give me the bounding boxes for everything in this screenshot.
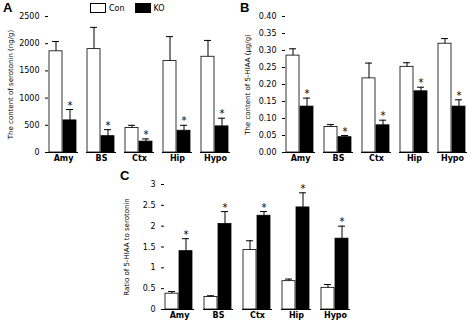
svg-text:0.5: 0.5 xyxy=(143,284,156,293)
svg-text:BS: BS xyxy=(213,311,225,320)
svg-text:*: * xyxy=(68,100,73,111)
svg-text:0.40: 0.40 xyxy=(259,12,277,21)
svg-text:Amy: Amy xyxy=(170,311,191,320)
svg-text:0.10: 0.10 xyxy=(259,114,277,123)
svg-text:*: * xyxy=(184,229,189,240)
svg-text:1: 1 xyxy=(150,263,155,272)
svg-text:Hypo: Hypo xyxy=(204,154,228,163)
svg-text:Amy: Amy xyxy=(291,154,312,163)
svg-text:2.5: 2.5 xyxy=(143,201,156,210)
svg-text:0: 0 xyxy=(34,148,39,157)
svg-text:Hypo: Hypo xyxy=(441,154,465,163)
svg-text:0.20: 0.20 xyxy=(259,80,277,89)
svg-text:1.5: 1.5 xyxy=(143,243,156,252)
svg-text:Ratio of 5-HIAA to serotonin: Ratio of 5-HIAA to serotonin xyxy=(123,198,131,296)
svg-text:2500: 2500 xyxy=(19,12,39,21)
svg-text:Ctx: Ctx xyxy=(250,311,266,320)
svg-text:*: * xyxy=(457,90,462,101)
svg-text:3: 3 xyxy=(150,180,155,189)
svg-text:500: 500 xyxy=(24,121,39,130)
svg-text:BS: BS xyxy=(96,154,108,163)
svg-text:0.00: 0.00 xyxy=(259,148,277,157)
svg-text:Hip: Hip xyxy=(289,311,304,320)
svg-text:*: * xyxy=(220,108,225,119)
svg-text:0.05: 0.05 xyxy=(259,131,277,140)
svg-text:2000: 2000 xyxy=(19,39,39,48)
svg-text:1500: 1500 xyxy=(19,66,39,75)
svg-text:*: * xyxy=(381,110,386,121)
svg-text:*: * xyxy=(262,202,267,213)
html-text:Con: Con xyxy=(109,3,125,13)
html-text:C: C xyxy=(120,168,130,183)
svg-text:0: 0 xyxy=(150,305,155,314)
svg-text:*: * xyxy=(106,120,111,131)
svg-text:Hip: Hip xyxy=(407,154,422,163)
svg-text:0.25: 0.25 xyxy=(259,63,277,72)
svg-text:2: 2 xyxy=(150,222,155,231)
svg-text:BS: BS xyxy=(333,154,345,163)
html-text:KO: KO xyxy=(153,3,165,13)
svg-text:The content of 5-HIAA (μg/g): The content of 5-HIAA (μg/g) xyxy=(244,34,252,136)
svg-text:1000: 1000 xyxy=(19,94,39,103)
svg-text:0.35: 0.35 xyxy=(259,29,277,38)
svg-text:0.15: 0.15 xyxy=(259,97,277,106)
svg-text:Hip: Hip xyxy=(170,154,185,163)
svg-text:Ctx: Ctx xyxy=(132,154,148,163)
svg-text:*: * xyxy=(301,183,306,194)
html-text:A: A xyxy=(3,0,13,15)
svg-text:*: * xyxy=(343,126,348,137)
html-text:B: B xyxy=(240,0,250,15)
svg-text:Hypo: Hypo xyxy=(324,311,348,320)
svg-text:*: * xyxy=(182,115,187,126)
svg-text:*: * xyxy=(419,77,424,88)
svg-text:*: * xyxy=(340,216,345,227)
svg-text:Amy: Amy xyxy=(54,154,75,163)
svg-text:*: * xyxy=(305,88,310,99)
svg-text:*: * xyxy=(223,202,228,213)
svg-text:Ctx: Ctx xyxy=(369,154,385,163)
svg-text:The content of serotonin (ng/g: The content of serotonin (ng/g) xyxy=(7,30,15,141)
svg-text:0.30: 0.30 xyxy=(259,46,277,55)
svg-text:*: * xyxy=(144,129,149,140)
